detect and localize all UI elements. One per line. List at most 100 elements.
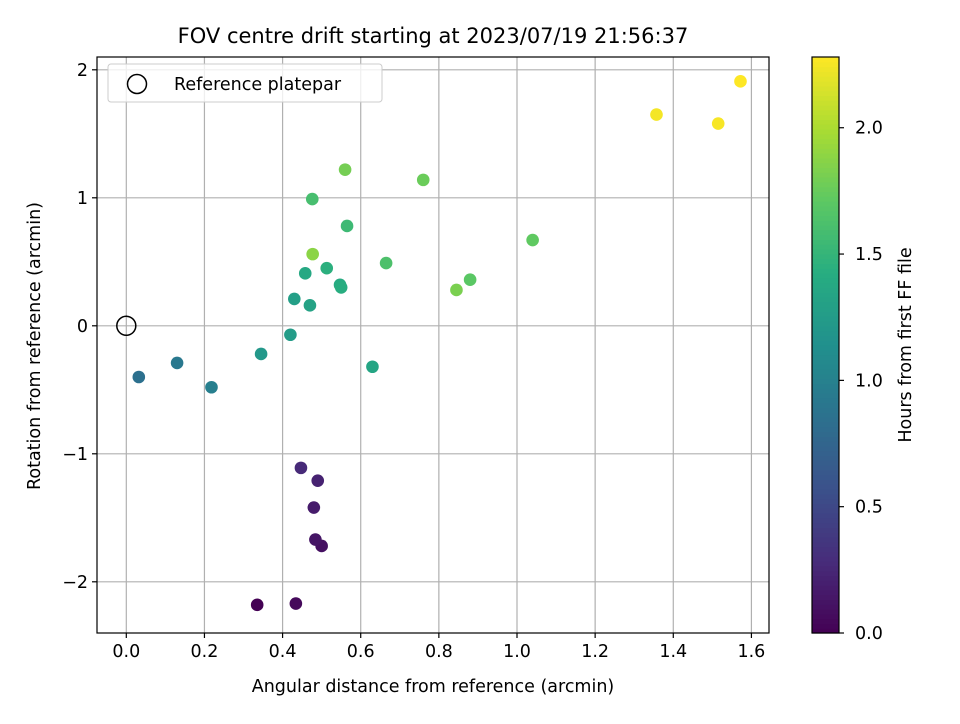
colorbar-segment xyxy=(812,85,839,92)
colorbar-segment xyxy=(812,460,839,466)
colorbar-segment xyxy=(812,268,839,274)
colorbar-segment xyxy=(812,90,839,96)
scatter-point xyxy=(303,299,317,312)
x-tick-label: 0.4 xyxy=(269,642,297,662)
colorbar-segment xyxy=(812,489,839,495)
colorbar-segment xyxy=(812,244,839,250)
colorbar-tick-label: 0.5 xyxy=(855,498,883,518)
colorbar-segment xyxy=(812,580,839,586)
scatter-point xyxy=(250,598,264,612)
scatter-point xyxy=(340,219,354,233)
y-tick-label: 1 xyxy=(77,189,88,209)
colorbar-segment xyxy=(812,551,839,557)
colorbar-segment xyxy=(812,417,839,423)
colorbar-segment xyxy=(812,613,839,620)
colorbar-segment xyxy=(812,585,839,591)
colorbar-segment xyxy=(812,340,839,346)
colorbar-segment xyxy=(812,431,839,437)
colorbar-segment xyxy=(812,287,839,293)
colorbar-tick-label: 0.0 xyxy=(855,624,883,644)
colorbar-segment xyxy=(812,513,839,519)
scatter-point xyxy=(306,247,319,261)
colorbar-segment xyxy=(812,388,839,394)
scatter-point xyxy=(711,117,725,130)
scatter-point xyxy=(416,173,430,187)
colorbar-segment xyxy=(812,172,839,178)
colorbar-segment xyxy=(812,609,839,615)
colorbar-segment xyxy=(812,604,839,610)
scatter-point xyxy=(289,597,303,610)
scatter-point xyxy=(463,273,477,287)
scatter-point xyxy=(311,474,325,487)
legend-entry-label: Reference platepar xyxy=(174,75,342,95)
reference-platepar-marker xyxy=(116,315,137,337)
colorbar-segment xyxy=(812,153,839,159)
colorbar-segment xyxy=(812,61,839,68)
colorbar-frame xyxy=(811,56,840,634)
colorbar-segment xyxy=(812,421,839,428)
colorbar-segment xyxy=(812,210,839,216)
colorbar-tick-label: 1.0 xyxy=(855,371,883,391)
colorbar-segment xyxy=(812,234,839,240)
colorbar-segment xyxy=(812,297,839,303)
x-tick-label: 1.0 xyxy=(503,642,531,662)
colorbar-segment xyxy=(812,426,839,432)
scatter-point xyxy=(205,380,218,394)
scatter-point xyxy=(288,292,301,306)
colorbar-segment xyxy=(812,364,839,370)
colorbar-segment xyxy=(812,412,839,418)
y-tick-label: 2 xyxy=(77,61,88,81)
x-tick-label: 0.6 xyxy=(347,642,375,662)
colorbar-segment xyxy=(812,498,839,504)
colorbar-segment xyxy=(812,445,839,452)
colorbar-segment xyxy=(812,220,839,226)
y-tick-label: −2 xyxy=(62,573,88,593)
colorbar-segment xyxy=(812,282,839,288)
colorbar-segment xyxy=(812,594,839,600)
colorbar-segment xyxy=(812,124,839,130)
x-tick-label: 1.2 xyxy=(581,642,609,662)
colorbar-segment xyxy=(812,599,839,605)
scatter-point xyxy=(305,192,319,206)
colorbar-segment xyxy=(812,508,839,514)
x-tick-label: 0.2 xyxy=(191,642,219,662)
legend-reference-marker xyxy=(126,73,148,95)
colorbar-segment xyxy=(812,249,839,255)
scatter-point xyxy=(320,261,334,275)
colorbar-segment xyxy=(812,71,839,77)
colorbar-segment xyxy=(812,301,839,308)
colorbar-segment xyxy=(812,335,839,341)
scatter-point xyxy=(307,501,321,514)
colorbar-segment xyxy=(812,623,839,629)
colorbar-segment xyxy=(812,95,839,101)
x-tick-label: 0.8 xyxy=(425,642,453,662)
scatter-point xyxy=(132,370,146,384)
plot-frame xyxy=(96,56,770,634)
colorbar-segment xyxy=(812,129,839,135)
legend-box xyxy=(107,63,383,103)
colorbar-segment xyxy=(812,469,839,476)
scatter-point xyxy=(734,75,747,88)
colorbar-segment xyxy=(812,181,839,188)
colorbar-segment xyxy=(812,258,839,264)
legend: Reference platepar xyxy=(107,63,383,103)
colorbar-segment xyxy=(812,589,839,596)
x-axis-label: Angular distance from reference (arcmin) xyxy=(252,677,615,697)
colorbar-segment xyxy=(812,201,839,207)
x-tick-label: 1.4 xyxy=(659,642,687,662)
scatter-point xyxy=(294,461,308,475)
colorbar-segment xyxy=(812,81,839,87)
colorbar-segment xyxy=(812,378,839,384)
colorbar-segment xyxy=(812,546,839,552)
colorbar-segment xyxy=(812,383,839,389)
colorbar-segment xyxy=(812,186,839,192)
colorbar-segment xyxy=(812,541,839,548)
colorbar-segment xyxy=(812,306,839,312)
colorbar-segment xyxy=(812,100,839,106)
colorbar-segment xyxy=(812,229,839,236)
scatter-point xyxy=(650,108,663,121)
colorbar-segment xyxy=(812,133,839,140)
colorbar-segment xyxy=(812,345,839,351)
colorbar-segment xyxy=(812,349,839,356)
